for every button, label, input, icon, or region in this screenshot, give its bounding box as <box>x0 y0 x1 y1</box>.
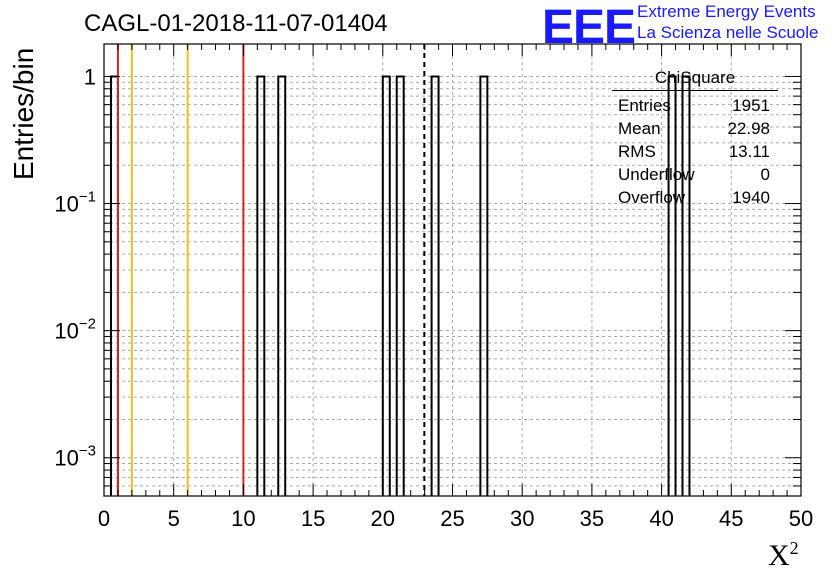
stats-box: ChiSquare Entries 1951 Mean 22.98 RMS 13.11 Un… <box>612 68 778 209</box>
y-tick-label: 10−3 <box>54 443 96 471</box>
histogram-bin <box>430 75 440 496</box>
y-tick-label: 10−1 <box>54 189 96 217</box>
histogram-bin <box>381 75 391 496</box>
stats-row: Underflow 0 <box>612 163 778 186</box>
stats-value: 22.98 <box>727 119 770 138</box>
x-axis-label: X2 <box>768 538 799 572</box>
stats-row: Overflow 1940 <box>612 186 778 209</box>
histogram-bin <box>667 75 677 496</box>
stats-value: 0 <box>760 165 770 184</box>
x-tick-label: 25 <box>440 506 464 531</box>
eee-logo-line2: La Scienza nelle Scuole <box>637 23 819 42</box>
stats-row: Entries 1951 <box>612 94 778 117</box>
stats-row: RMS 13.11 <box>612 140 778 163</box>
x-tick-label: 15 <box>301 506 325 531</box>
histogram-bin <box>681 75 691 496</box>
y-tick-label: 1 <box>84 64 96 89</box>
stats-label: Overflow <box>618 188 686 207</box>
stats-value: 1951 <box>732 96 770 115</box>
x-tick-label: 30 <box>510 506 534 531</box>
stats-label: RMS <box>618 142 656 161</box>
stats-label: Mean <box>618 119 661 138</box>
histogram-bin <box>395 75 405 496</box>
eee-logo: EEE <box>542 1 636 54</box>
x-tick-label: 5 <box>168 506 180 531</box>
x-tick-label: 45 <box>719 506 743 531</box>
chart-title: CAGL-01-2018-11-07-01404 <box>84 10 388 37</box>
stats-label: Entries <box>618 96 671 115</box>
y-axis-label: Entries/bin <box>8 47 39 180</box>
histogram-bin <box>109 75 119 496</box>
stats-row: Mean 22.98 <box>612 117 778 140</box>
x-tick-label: 50 <box>789 506 813 531</box>
stats-value: 1940 <box>732 188 770 207</box>
stats-label: Underflow <box>618 165 695 184</box>
stats-title: ChiSquare <box>612 68 778 91</box>
eee-logo-line1: Extreme Energy Events <box>637 2 816 21</box>
x-tick-label: 10 <box>231 506 255 531</box>
x-tick-label: 35 <box>580 506 604 531</box>
histogram-bin <box>479 75 489 496</box>
x-tick-label: 0 <box>98 506 110 531</box>
x-tick-label: 20 <box>371 506 395 531</box>
histogram-bin <box>277 75 287 496</box>
y-tick-label: 10−2 <box>54 316 96 344</box>
histogram-bin <box>256 75 266 496</box>
x-tick-label: 40 <box>649 506 673 531</box>
stats-value: 13.11 <box>728 142 770 161</box>
